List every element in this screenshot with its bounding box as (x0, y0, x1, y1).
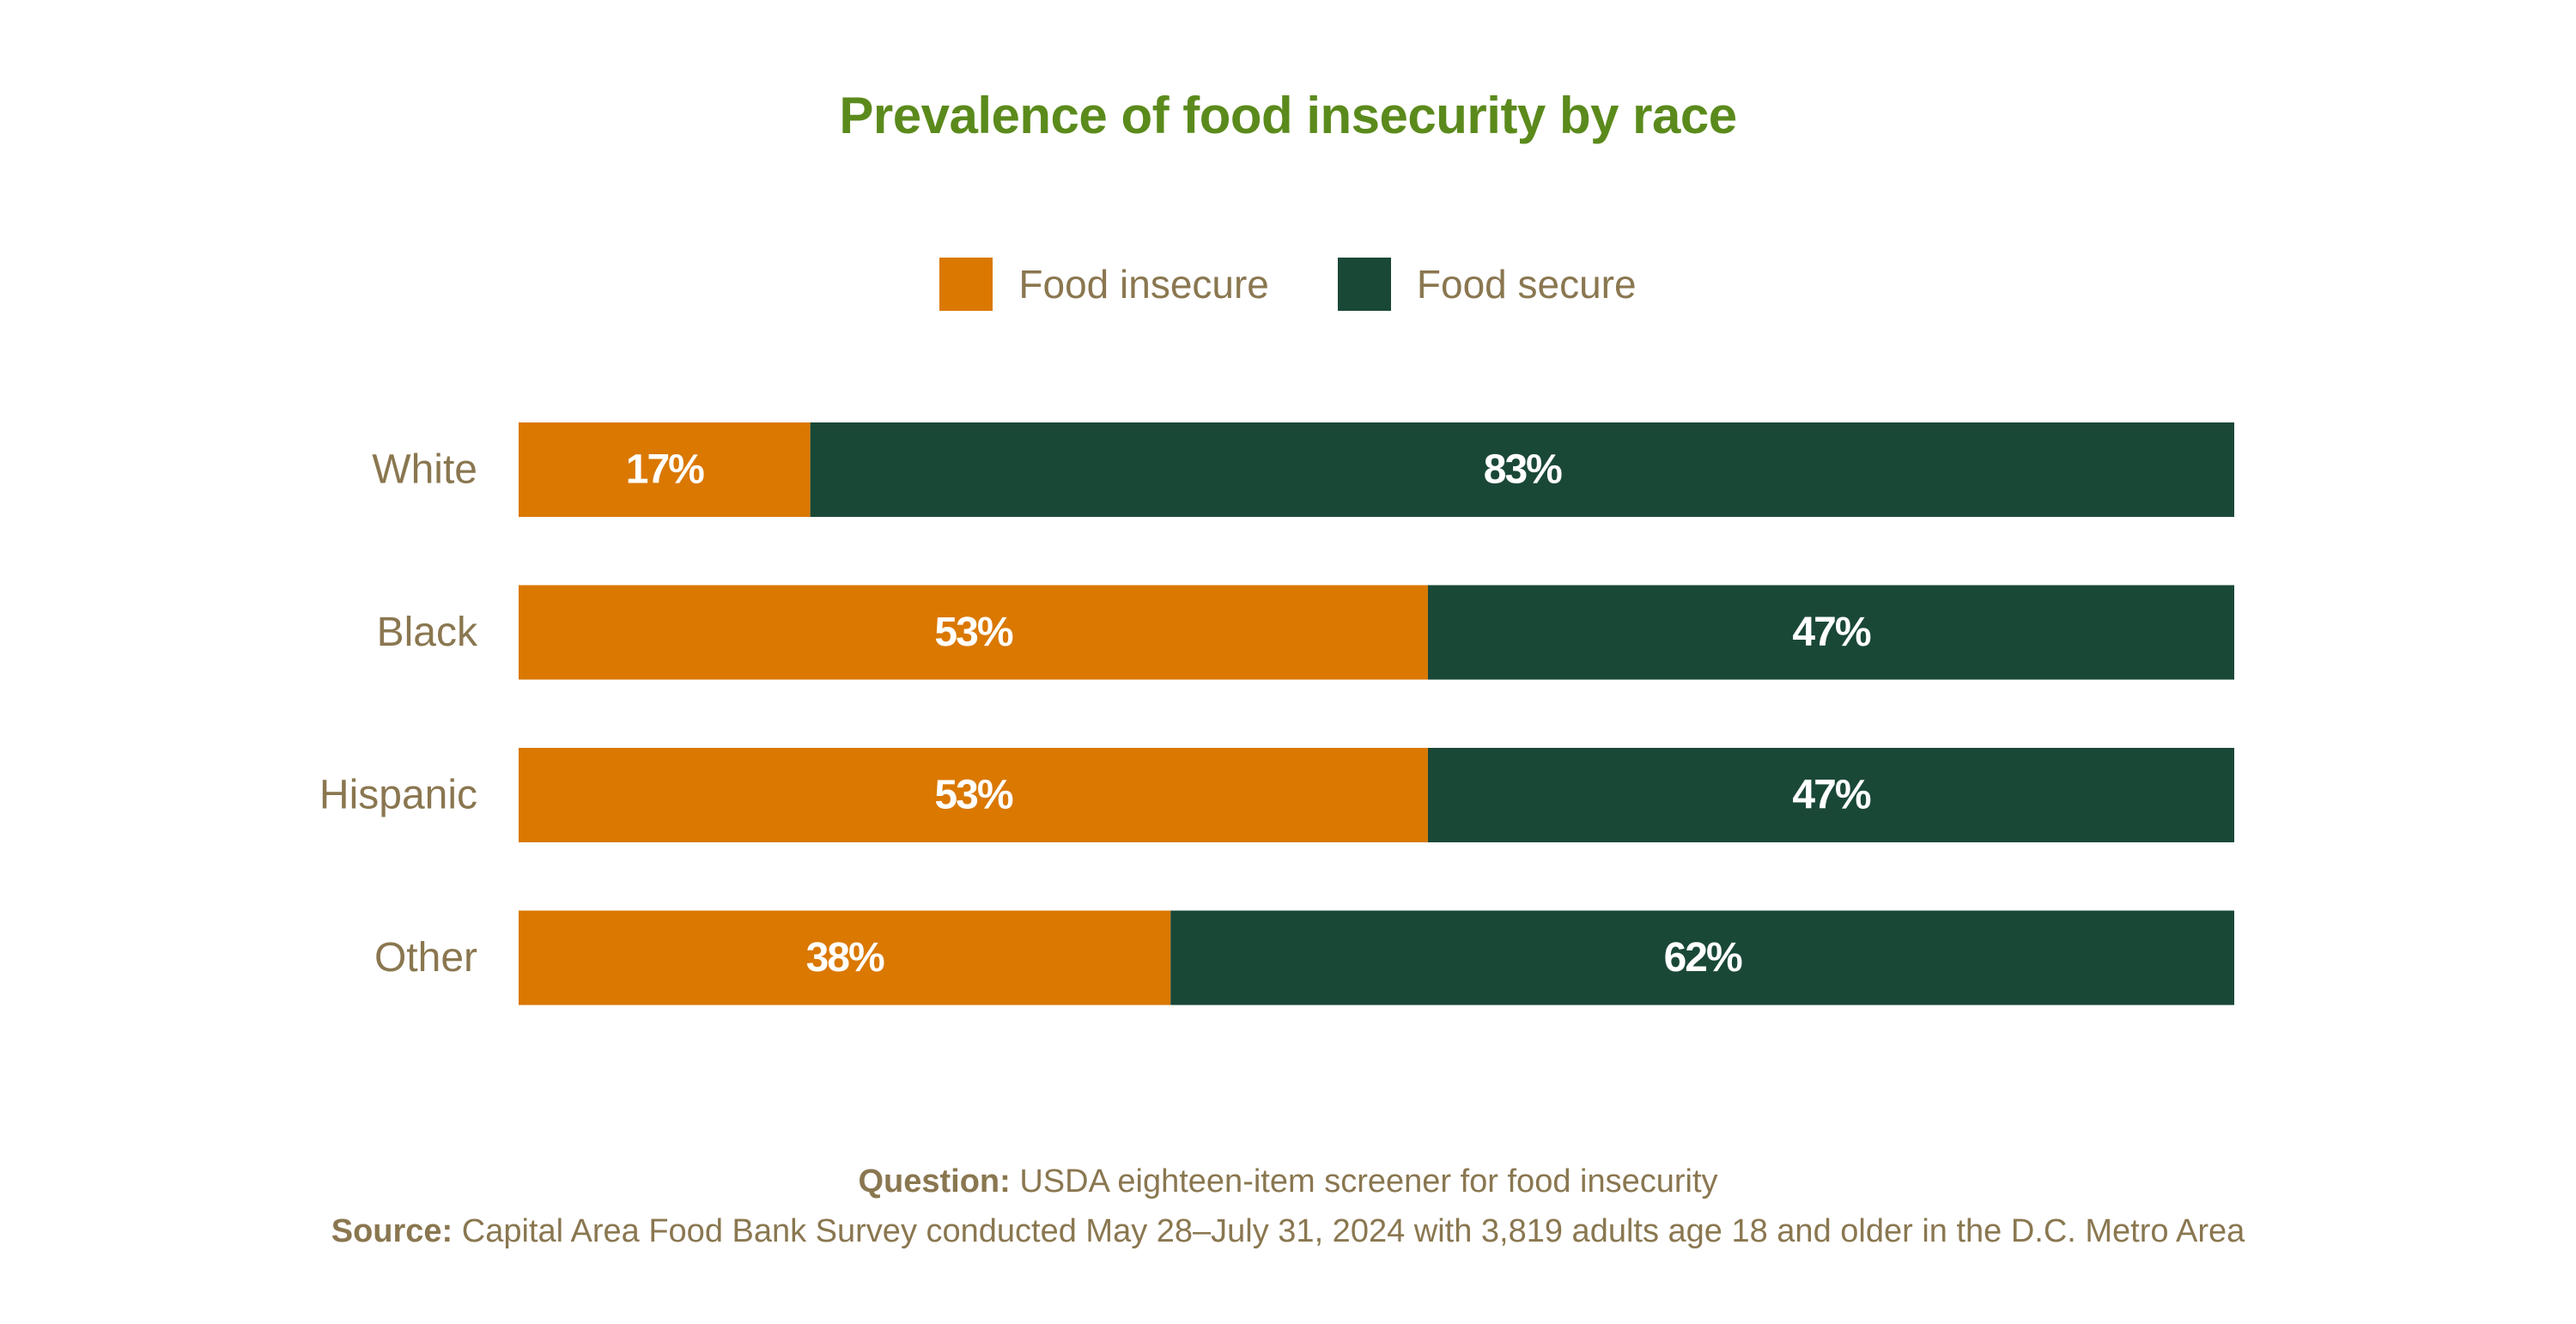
footer-question: Question: USDA eighteen-item screener fo… (0, 1163, 2576, 1200)
legend-item-food-insecure: Food insecure (939, 258, 1269, 311)
bar-other-food-secure (1170, 910, 2234, 1005)
footer-source: Source: Capital Area Food Bank Survey co… (0, 1213, 2576, 1250)
footer-question-text: USDA eighteen-item screener for food ins… (1010, 1163, 1718, 1199)
legend-item-food-secure: Food secure (1337, 258, 1637, 311)
data-label-other-food-secure: 62% (1664, 935, 1742, 981)
bar-white-food-insecure (519, 422, 811, 517)
category-label-black: Black (377, 610, 478, 655)
bar-black-food-secure (1427, 585, 2234, 680)
data-label-white-food-insecure: 17% (626, 447, 704, 493)
footer-question-label: Question: (858, 1163, 1011, 1199)
category-label-other: Other (374, 935, 477, 981)
footer-source-text: Capital Area Food Bank Survey conducted … (453, 1213, 2245, 1249)
data-label-other-food-insecure: 38% (806, 935, 884, 981)
data-label-hispanic-food-insecure: 53% (934, 773, 1012, 818)
data-label-white-food-secure: 83% (1484, 447, 1562, 493)
bar-hispanic-food-secure (1427, 748, 2234, 842)
legend-label-food-insecure: Food insecure (1018, 262, 1269, 307)
legend: Food insecure Food secure (0, 258, 2576, 311)
bar-hispanic-food-insecure (519, 748, 1428, 842)
category-label-white: White (372, 447, 477, 493)
legend-label-food-secure: Food secure (1416, 262, 1637, 307)
legend-swatch-food-secure (1337, 258, 1391, 311)
footer-source-label: Source: (331, 1213, 453, 1249)
data-label-black-food-insecure: 53% (934, 610, 1012, 655)
legend-swatch-food-insecure (939, 258, 993, 311)
chart-title: Prevalence of food insecurity by race (839, 87, 1737, 144)
data-label-hispanic-food-secure: 47% (1792, 773, 1870, 818)
bar-other-food-insecure (519, 910, 1171, 1005)
bar-black-food-insecure (519, 585, 1428, 680)
category-label-hispanic: Hispanic (319, 773, 477, 818)
bar-white-food-secure (810, 422, 2235, 517)
data-label-black-food-secure: 47% (1792, 610, 1870, 655)
